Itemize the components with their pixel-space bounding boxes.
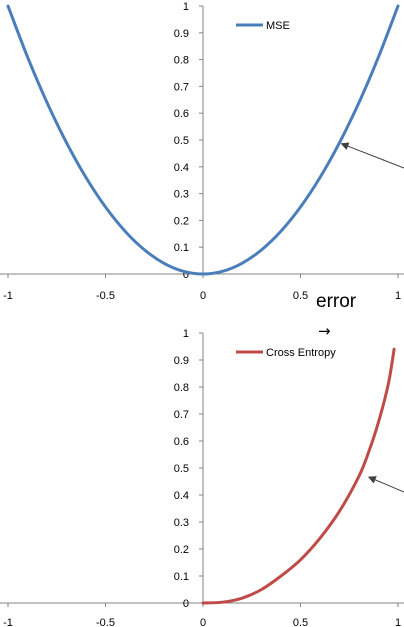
y-tick-label: 0.6 [174, 108, 189, 120]
mse-legend-label: MSE [266, 20, 290, 32]
x-tick-label: 1 [395, 617, 401, 627]
y-tick-label: 0.5 [174, 463, 189, 475]
y-tick-label: 0.9 [174, 28, 189, 40]
y-tick-label: 0.8 [174, 55, 189, 67]
x-tick-label: 0.5 [293, 617, 308, 627]
y-tick-label: 0.1 [174, 242, 189, 254]
x-tick-label: -1 [3, 290, 13, 302]
x-tick-label: 1 [395, 290, 401, 302]
y-tick-label: 0.5 [174, 135, 189, 147]
y-tick-label: 0.7 [174, 81, 189, 93]
y-tick-label: 0.3 [174, 517, 189, 529]
y-tick-label: 0.4 [174, 490, 189, 502]
annotation-arrow [340, 142, 404, 169]
y-tick-label: 0.2 [174, 544, 189, 556]
error-label: error [316, 291, 357, 312]
x-tick-label: 0 [200, 617, 206, 627]
y-tick-label: 1 [183, 328, 189, 340]
y-tick-label: 0.7 [174, 409, 189, 421]
cross-entropy-legend-label: Cross Entropy [266, 347, 336, 359]
mse-chart: 0 0.1 0.2 0.3 0.4 0.5 0.6 0.7 0.8 0.9 1 -1 -0.5 0 0.5 1… [0, 1, 404, 302]
x-tick-label: -0.5 [96, 617, 115, 627]
y-tick-label: 0.4 [174, 162, 189, 174]
x-tick-label: 0.5 [293, 290, 308, 302]
y-tick-label: 0 [183, 269, 189, 281]
x-tick-label: -1 [3, 617, 13, 627]
cross-entropy-series-line [201, 347, 396, 605]
y-tick-label: 0.1 [174, 571, 189, 583]
x-tick-label: 0 [200, 290, 206, 302]
y-tick-label: 0.8 [174, 382, 189, 394]
y-tick-label: 0 [183, 598, 189, 610]
y-tick-label: 0.3 [174, 189, 189, 201]
mse-series-line [6, 4, 400, 276]
error-arrow-glyph: → [318, 322, 331, 340]
y-tick-label: 0.9 [174, 355, 189, 367]
y-tick-label: 1 [183, 1, 189, 13]
annotation-arrow [367, 476, 404, 493]
cross-entropy-chart: 0 0.1 0.2 0.3 0.4 0.5 0.6 0.7 0.8 0.9 1 -1 -0.5 0 0.5 1… [0, 328, 404, 627]
y-tick-label: 0.6 [174, 436, 189, 448]
y-tick-label: 0.2 [174, 215, 189, 227]
x-tick-label: -0.5 [96, 290, 115, 302]
